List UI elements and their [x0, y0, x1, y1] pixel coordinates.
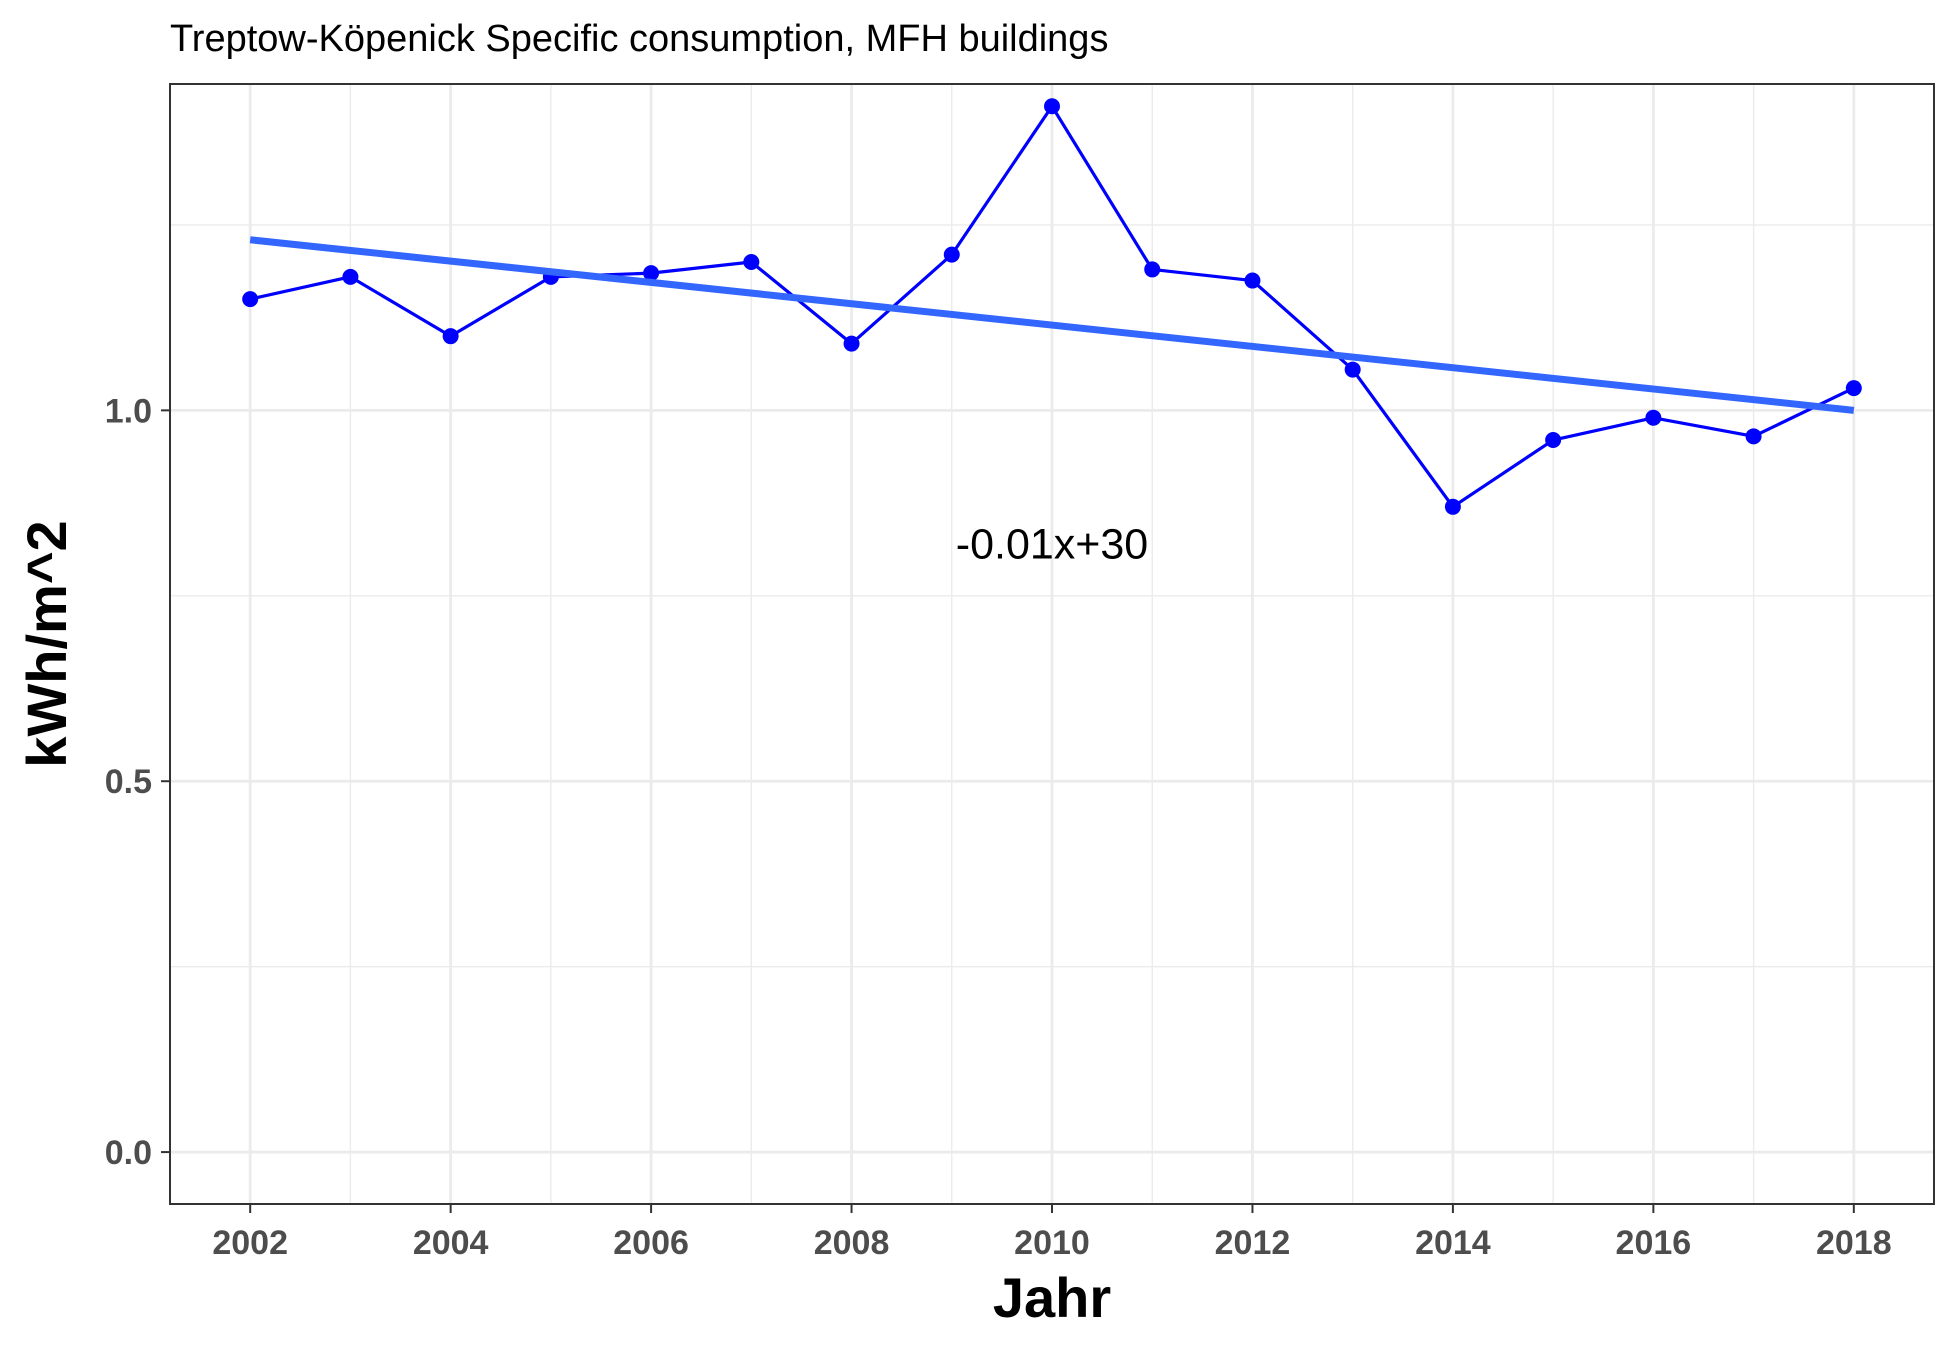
x-tick-label: 2012 [1215, 1224, 1291, 1262]
data-point [1645, 409, 1662, 426]
x-axis-ticks: 2002 2004 2006 2008 2010 2012 2014 2016 2018 [212, 1204, 1892, 1262]
data-point [1244, 272, 1261, 289]
data-point [1044, 98, 1060, 115]
equation-annotation: -0.01x+30 [956, 521, 1148, 569]
trend-layer [249, 236, 1855, 414]
x-tick-label: 2014 [1415, 1224, 1491, 1262]
y-tick-label: 1.0 [105, 392, 152, 430]
y-tick-label: 0.5 [105, 763, 152, 801]
grid-major [170, 84, 1934, 1204]
data-point [1845, 380, 1862, 397]
series-layer [242, 98, 1862, 515]
trend-line [249, 236, 1855, 414]
data-point [1344, 361, 1361, 378]
data-point [442, 328, 459, 345]
x-tick-label: 2006 [613, 1224, 689, 1262]
annotation-layer: -0.01x+30 [956, 521, 1148, 569]
x-tick-label: 2016 [1616, 1224, 1692, 1262]
data-point [1444, 498, 1461, 515]
x-axis-title: Jahr [993, 1266, 1111, 1329]
data-point [1144, 261, 1161, 278]
data-point [943, 246, 960, 263]
x-tick-label: 2002 [212, 1224, 288, 1262]
x-tick-label: 2004 [413, 1224, 489, 1262]
data-point [743, 254, 760, 271]
data-point [643, 265, 660, 282]
y-tick-label: 0.0 [105, 1134, 152, 1172]
data-point [1545, 432, 1562, 449]
data-point [1745, 428, 1762, 445]
chart-title: Treptow-Köpenick Specific consumption, M… [170, 18, 1108, 60]
y-axis-title: kWh/m^2 [15, 520, 78, 767]
x-tick-label: 2018 [1816, 1224, 1892, 1262]
y-axis-ticks: 0.0 0.5 1.0 [105, 392, 170, 1172]
data-point [342, 268, 359, 285]
data-point [843, 335, 860, 352]
x-tick-label: 2008 [814, 1224, 890, 1262]
x-tick-label: 2010 [1014, 1224, 1090, 1262]
data-point [242, 291, 259, 308]
